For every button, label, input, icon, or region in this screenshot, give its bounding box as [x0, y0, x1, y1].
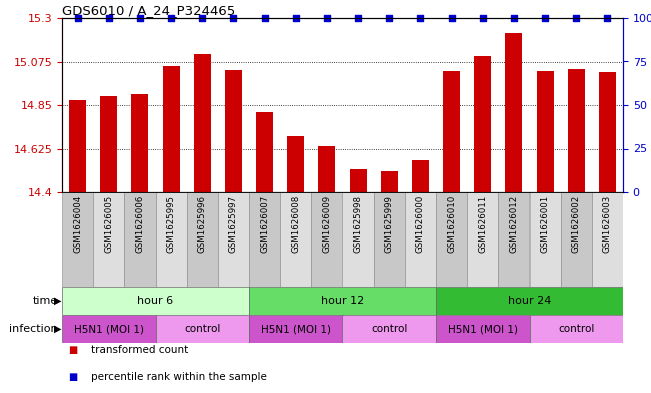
Bar — [529, 192, 561, 287]
Text: control: control — [371, 324, 408, 334]
Text: GSM1626010: GSM1626010 — [447, 195, 456, 253]
Bar — [62, 192, 93, 287]
Point — [447, 15, 457, 21]
Text: GSM1626012: GSM1626012 — [510, 195, 518, 253]
Text: hour 12: hour 12 — [321, 296, 364, 306]
Text: GSM1625999: GSM1625999 — [385, 195, 394, 253]
Text: H5N1 (MOI 1): H5N1 (MOI 1) — [448, 324, 518, 334]
Bar — [568, 69, 585, 192]
Text: GDS6010 / A_24_P324465: GDS6010 / A_24_P324465 — [62, 4, 235, 17]
Bar — [93, 192, 124, 287]
Bar — [405, 192, 436, 287]
Point — [571, 15, 581, 21]
Bar — [62, 315, 156, 343]
Bar — [412, 160, 429, 192]
Bar — [561, 192, 592, 287]
Text: control: control — [184, 324, 221, 334]
Bar — [443, 71, 460, 192]
Bar — [599, 72, 616, 192]
Text: GSM1625995: GSM1625995 — [167, 195, 176, 253]
Bar — [498, 192, 529, 287]
Bar — [132, 94, 148, 192]
Bar — [156, 315, 249, 343]
Bar — [62, 287, 249, 315]
Text: GSM1626007: GSM1626007 — [260, 195, 269, 253]
Point — [259, 15, 270, 21]
Bar — [124, 192, 156, 287]
Text: GSM1626005: GSM1626005 — [104, 195, 113, 253]
Point — [135, 15, 145, 21]
Point — [197, 15, 208, 21]
Bar — [436, 287, 623, 315]
Bar — [311, 192, 342, 287]
Bar — [381, 171, 398, 192]
Bar — [505, 33, 523, 192]
Bar — [280, 192, 311, 287]
Point — [72, 15, 83, 21]
Text: ▶: ▶ — [53, 324, 61, 334]
Text: GSM1626003: GSM1626003 — [603, 195, 612, 253]
Point — [290, 15, 301, 21]
Point — [322, 15, 332, 21]
Bar — [342, 315, 436, 343]
Bar — [69, 100, 86, 192]
Text: time: time — [33, 296, 58, 306]
Bar — [249, 287, 436, 315]
Bar — [529, 315, 623, 343]
Text: GSM1626004: GSM1626004 — [73, 195, 82, 253]
Bar — [194, 54, 211, 192]
Bar — [249, 315, 342, 343]
Bar — [536, 71, 553, 192]
Point — [478, 15, 488, 21]
Bar — [100, 96, 117, 192]
Bar — [436, 315, 529, 343]
Text: hour 6: hour 6 — [137, 296, 174, 306]
Bar — [467, 192, 498, 287]
Point — [415, 15, 426, 21]
Bar — [350, 169, 367, 192]
Bar — [342, 192, 374, 287]
Text: ▶: ▶ — [53, 296, 61, 306]
Text: GSM1626001: GSM1626001 — [540, 195, 549, 253]
Point — [166, 15, 176, 21]
Bar — [249, 192, 280, 287]
Text: GSM1625997: GSM1625997 — [229, 195, 238, 253]
Bar — [225, 70, 242, 192]
Text: percentile rank within the sample: percentile rank within the sample — [90, 372, 266, 382]
Text: ■: ■ — [68, 372, 77, 382]
Point — [104, 15, 114, 21]
Bar — [163, 66, 180, 192]
Text: GSM1625998: GSM1625998 — [353, 195, 363, 253]
Text: GSM1626009: GSM1626009 — [322, 195, 331, 253]
Bar — [374, 192, 405, 287]
Point — [508, 15, 519, 21]
Bar — [474, 56, 492, 192]
Text: GSM1626011: GSM1626011 — [478, 195, 487, 253]
Text: transformed count: transformed count — [90, 345, 187, 355]
Point — [353, 15, 363, 21]
Text: GSM1626008: GSM1626008 — [291, 195, 300, 253]
Text: GSM1626002: GSM1626002 — [572, 195, 581, 253]
Point — [540, 15, 550, 21]
Text: ■: ■ — [68, 345, 77, 355]
Text: GSM1625996: GSM1625996 — [198, 195, 207, 253]
Point — [602, 15, 613, 21]
Bar — [187, 192, 218, 287]
Text: infection: infection — [9, 324, 58, 334]
Text: H5N1 (MOI 1): H5N1 (MOI 1) — [261, 324, 331, 334]
Bar — [436, 192, 467, 287]
Text: H5N1 (MOI 1): H5N1 (MOI 1) — [74, 324, 144, 334]
Text: GSM1626000: GSM1626000 — [416, 195, 425, 253]
Bar — [318, 145, 335, 192]
Bar — [218, 192, 249, 287]
Text: control: control — [558, 324, 594, 334]
Bar — [256, 112, 273, 192]
Bar — [287, 136, 304, 192]
Point — [384, 15, 395, 21]
Bar — [156, 192, 187, 287]
Bar — [592, 192, 623, 287]
Point — [229, 15, 239, 21]
Text: hour 24: hour 24 — [508, 296, 551, 306]
Text: GSM1626006: GSM1626006 — [135, 195, 145, 253]
